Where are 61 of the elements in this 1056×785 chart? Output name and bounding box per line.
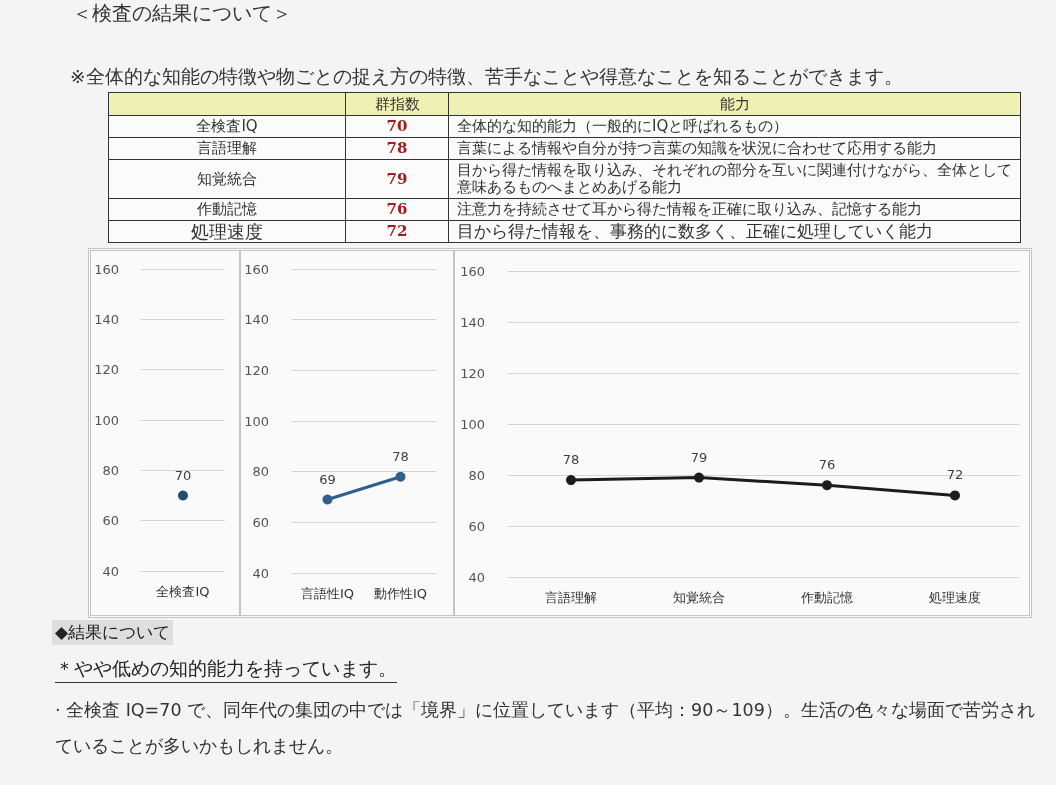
- x-tick-label: 知覚統合: [673, 590, 725, 605]
- y-tick-label: 160: [460, 263, 485, 279]
- x-tick-label: 処理速度: [929, 590, 981, 605]
- x-tick-label: 作動記憶: [800, 590, 853, 605]
- y-tick-label: 120: [460, 365, 485, 381]
- x-tick-label: 動作性IQ: [373, 586, 428, 601]
- y-tick-label: 140: [460, 314, 485, 330]
- data-label: 76: [818, 457, 836, 473]
- y-tick-label: 140: [94, 311, 119, 327]
- category-label: 全検査IQ: [196, 117, 258, 135]
- text: 言葉による情報や自分が持つ言葉の知識を状況に合わせて応用する能力: [457, 139, 937, 157]
- category-label: 知覚統合: [197, 169, 257, 188]
- x-tick-label: 言語理解: [545, 590, 597, 605]
- data-label: 78: [392, 448, 409, 464]
- y-tick-label: 160: [244, 261, 269, 277]
- text: ＊やや低めの知的能力を持っています。: [55, 657, 397, 679]
- point: [566, 475, 576, 486]
- data-label: 79: [345, 159, 449, 199]
- data-label: 76: [345, 198, 449, 221]
- data-label: 78: [562, 452, 580, 468]
- data-label: 78: [345, 137, 449, 160]
- y-tick-label: 140: [244, 312, 269, 328]
- text: ◆結果について: [55, 622, 171, 642]
- y-tick-label: 120: [94, 362, 119, 378]
- text: 群指数: [374, 94, 420, 113]
- category-label: 作動記憶: [197, 200, 257, 218]
- category-label: 処理速度: [191, 221, 263, 242]
- y-tick-label: 60: [252, 514, 269, 530]
- data-label: 70: [174, 467, 192, 483]
- data-label: 79: [690, 449, 708, 465]
- data-label: 69: [319, 471, 336, 487]
- point: [950, 490, 960, 501]
- x-tick-label: 全検査IQ: [156, 584, 210, 599]
- y-tick-label: 40: [252, 565, 269, 581]
- y-tick-label: 120: [244, 362, 269, 378]
- data-label: 72: [946, 467, 964, 483]
- y-tick-label: 80: [102, 462, 119, 478]
- y-tick-label: 40: [102, 563, 119, 579]
- text: 注意力を持続させて耳から得た情報を正確に取り込み、記憶する能力: [457, 200, 922, 218]
- point: [694, 472, 704, 483]
- point: [822, 480, 832, 491]
- text: · 全検査 IQ=70 で、同年代の集団の中では「境界」に位置しています（平均：90～109）。生活の色々な場面で苦労されていることが多いかもしれません。: [55, 700, 1035, 756]
- text: 全体的な知的能力（一般的にIQと呼ばれるもの）: [457, 117, 789, 135]
- y-tick-label: 80: [252, 464, 269, 480]
- text: 能力: [719, 94, 750, 113]
- y-tick-label: 100: [460, 416, 485, 432]
- y-tick-label: 100: [94, 412, 119, 428]
- x-tick-label: 言語性IQ: [300, 586, 355, 601]
- category-label: 言語理解: [197, 139, 257, 157]
- text: 目から得た情報を、事務的に数多く、正確に処理していく能力: [457, 221, 933, 241]
- data-label: 70: [345, 115, 449, 138]
- y-tick-label: 60: [102, 513, 119, 529]
- text: 目から得た情報を取り込み、それぞれの部分を互いに関連付けながら、全体として意味あるものへまとめあげる能力: [457, 161, 1012, 196]
- text: ※全体的な知能の特徴や物ごとの捉え方の特徴、苦手なことや得意なことを知ることができます。: [70, 66, 903, 87]
- text: ＜検査の結果について＞: [72, 1, 292, 25]
- y-tick-label: 160: [94, 261, 119, 277]
- y-tick-label: 60: [468, 518, 485, 534]
- data-label: 72: [345, 220, 449, 243]
- y-tick-label: 80: [468, 467, 485, 483]
- y-tick-label: 100: [244, 413, 269, 429]
- y-tick-label: 40: [468, 569, 485, 585]
